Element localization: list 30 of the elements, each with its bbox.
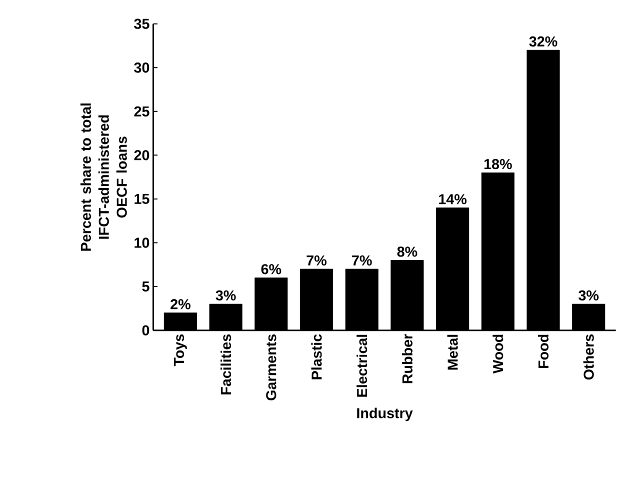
data-label: 3% (578, 290, 599, 301)
data-label: 32% (529, 36, 558, 47)
y-tick-label: 35 (134, 18, 150, 30)
x-tick-label: Food (538, 335, 549, 368)
y-tick-label: 15 (134, 194, 150, 204)
y-tick-label: 25 (134, 106, 150, 117)
data-label: 18% (484, 159, 512, 170)
x-axis-title: Industry (357, 408, 413, 422)
y-tick-label: 30 (134, 62, 150, 73)
x-tick-label: Electrical (356, 335, 368, 397)
x-tick-label: Garments (266, 334, 276, 401)
x-tick-label: Wood (492, 335, 504, 374)
data-label: 6% (261, 264, 282, 274)
x-tick-label: Metal (447, 335, 458, 370)
x-tick-label: Facilities (220, 334, 232, 395)
data-label: 8% (397, 246, 418, 257)
y-tick-label: 0 (142, 325, 150, 336)
x-tick-label: Rubber (402, 334, 412, 384)
y-axis-title: Percent share to total IFCT-administered OECF loans (80, 104, 127, 251)
data-label: 3% (216, 290, 236, 301)
y-tick-label: 20 (134, 150, 150, 160)
data-label: 2% (170, 299, 190, 310)
x-tick-label: Toys (174, 334, 187, 366)
data-label: 7% (306, 256, 326, 266)
data-label: 7% (352, 256, 372, 266)
y-tick-label: 10 (134, 238, 150, 248)
x-tick-label: Plastic (311, 334, 322, 380)
data-label: 14% (439, 194, 467, 204)
y-tick-label: 5 (142, 282, 150, 292)
x-tick-label: Others (583, 334, 594, 380)
